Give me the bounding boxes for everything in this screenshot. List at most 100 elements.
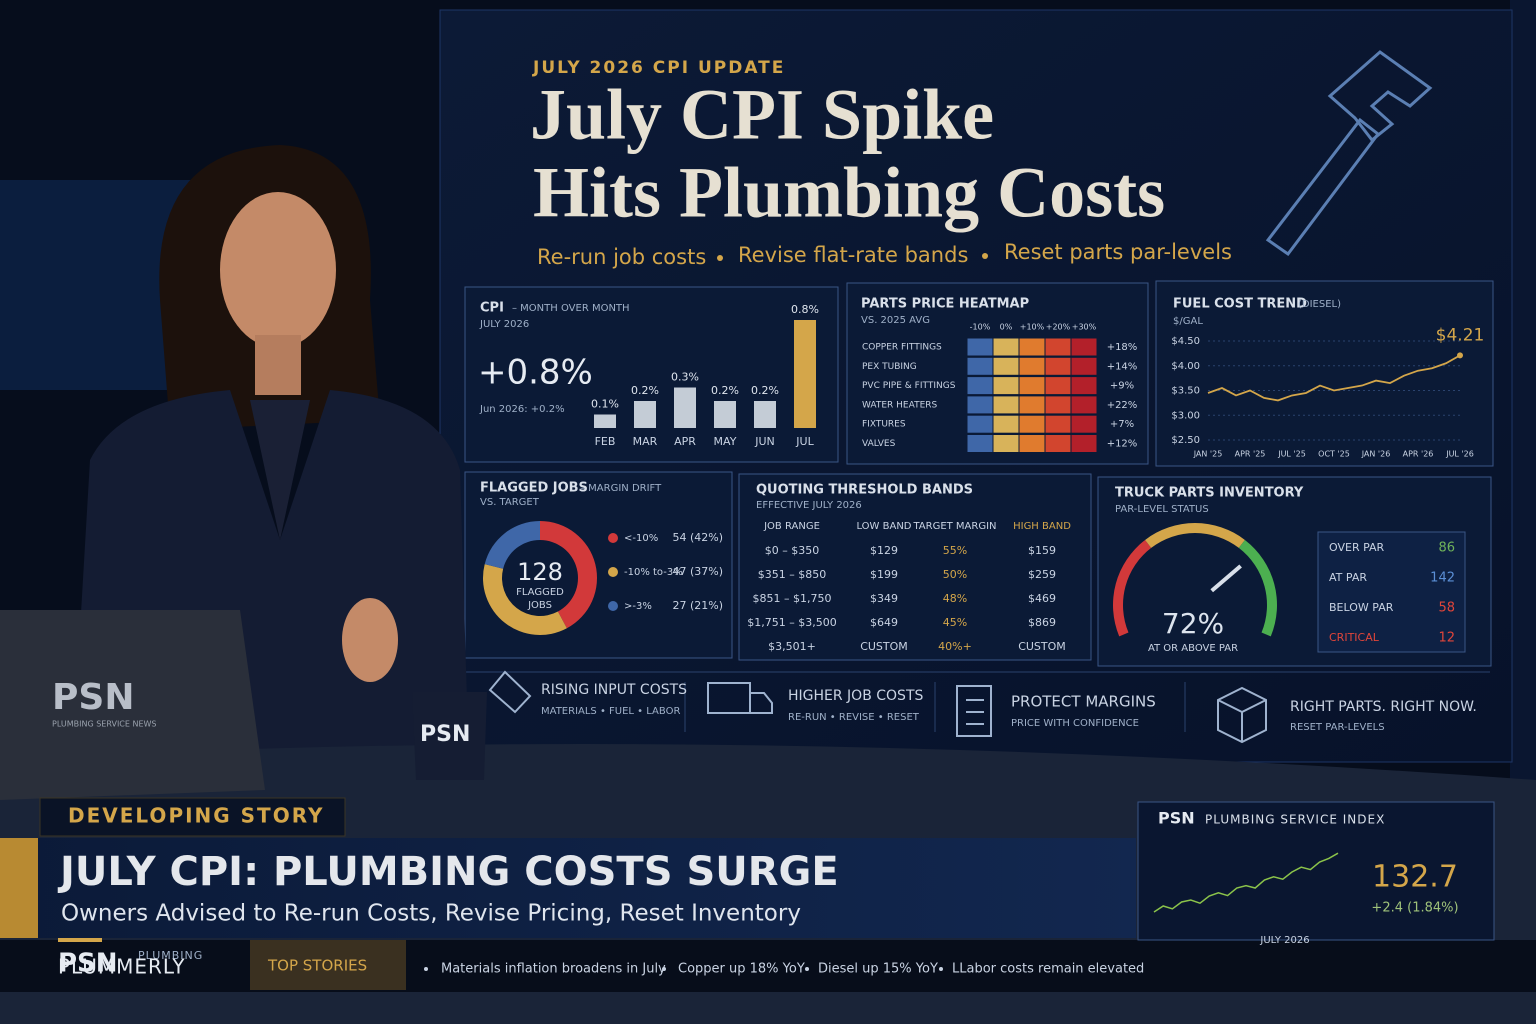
- table-cell: $159: [1028, 544, 1056, 557]
- table-cell: 40%+: [938, 640, 972, 653]
- fuel-line: [1207, 354, 1461, 402]
- heat-cell: [1070, 434, 1098, 453]
- logo-overlay: PLUMMERLY: [58, 955, 186, 979]
- bullet: [717, 255, 723, 261]
- heat-cell: [966, 395, 994, 415]
- table-cell: $349: [870, 592, 898, 605]
- title-line: Hits Plumbing Costs: [533, 153, 1165, 233]
- wrench-icon: [1265, 50, 1433, 257]
- bar: [634, 401, 656, 428]
- y-tick-label: $4.00: [1171, 361, 1200, 372]
- x-tick-label: APR '26: [1403, 450, 1434, 459]
- laptop-brand: PSN: [52, 677, 134, 718]
- column-label: +10%: [1020, 323, 1045, 332]
- column-header: HIGH BAND: [1013, 521, 1071, 532]
- heat-cell: [1070, 376, 1098, 396]
- mug: [412, 692, 487, 780]
- index-value: 132.7: [1372, 860, 1458, 895]
- column-label: +20%: [1046, 323, 1071, 332]
- heat-cell: [966, 414, 994, 434]
- heat-cell: [1018, 414, 1046, 434]
- neck: [255, 335, 301, 395]
- y-tick-label: $4.50: [1171, 336, 1200, 347]
- bullet: [939, 967, 943, 971]
- x-tick-label: JAN '26: [1361, 450, 1391, 459]
- panel: [464, 286, 839, 463]
- donut-total: 128: [517, 558, 563, 586]
- headline: JULY CPI: PLUMBING COSTS SURGE: [57, 849, 839, 895]
- panel-note: – MONTH OVER MONTH: [512, 303, 630, 314]
- row-label: PEX TUBING: [862, 362, 917, 372]
- ticker-label-box: [250, 940, 406, 990]
- donut-slice: [482, 564, 567, 635]
- feature-title: HIGHER JOB COSTS: [788, 688, 923, 704]
- ticker-label: TOP STORIES: [267, 957, 367, 975]
- panel-title: CPI: [480, 301, 504, 316]
- ticker-item: Diesel up 15% YoY: [818, 962, 938, 977]
- table-cell: $199: [870, 568, 898, 581]
- y-axis-label: $/GAL: [1173, 316, 1203, 327]
- row-label: FIXTURES: [862, 420, 906, 430]
- logo-sub: PLUMBING: [138, 949, 203, 962]
- table-cell: $1,751 – $3,500: [747, 616, 836, 629]
- heat-cell: [966, 434, 994, 453]
- panel-title: PARTS PRICE HEATMAP: [861, 297, 1029, 312]
- table-cell: $649: [870, 616, 898, 629]
- bar: [594, 414, 616, 428]
- box-icon: [1217, 686, 1267, 744]
- heat-cell: [1070, 395, 1098, 415]
- x-tick-label: APR: [674, 435, 696, 448]
- ticker-item: Materials inflation broadens in July: [441, 962, 666, 977]
- heat-cell: [992, 376, 1020, 396]
- heat-cell: [1044, 356, 1072, 376]
- legend-dot: [608, 601, 618, 611]
- heat-cell: [1044, 376, 1072, 396]
- legend-value: 27 (21%): [672, 599, 723, 612]
- panel: [738, 473, 1092, 661]
- subhead: Owners Advised to Re-run Costs, Revise P…: [61, 901, 801, 927]
- column-label: +30%: [1072, 323, 1097, 332]
- heat-cell: [1044, 395, 1072, 415]
- x-tick-label: MAR: [633, 435, 658, 448]
- value-label: 0.8%: [791, 303, 819, 316]
- donut-center-label-box: FLAGGED JOBS: [516, 587, 564, 611]
- heat-cell: [966, 356, 994, 376]
- y-tick-label: $3.00: [1171, 410, 1200, 421]
- action: Reset parts par-levels: [1004, 240, 1232, 264]
- laptop-sub: PLUMBING SERVICE NEWS: [52, 720, 157, 729]
- x-tick-label: OCT '25: [1318, 450, 1350, 459]
- panel-title: QUOTING THRESHOLD BANDS: [756, 483, 973, 498]
- panel-note: – MARGIN DRIFT: [580, 483, 662, 494]
- ticker-item: LLabor costs remain elevated: [952, 962, 1144, 977]
- end-dot: [1457, 352, 1463, 359]
- value-label: 0.2%: [751, 384, 779, 397]
- index-date: JULY 2026: [1259, 935, 1309, 946]
- index-title: PLUMBING SERVICE INDEX: [1205, 813, 1385, 827]
- x-tick-label: JUL: [795, 435, 814, 448]
- inventory-label: CRITICAL: [1329, 631, 1380, 644]
- hand: [342, 598, 398, 682]
- panel-note: (DIESEL): [1298, 299, 1341, 310]
- table-cell: 50%: [943, 568, 967, 581]
- legend-label: <-10%: [624, 533, 658, 544]
- inventory-value: 86: [1438, 541, 1455, 556]
- gauge-needle: [1210, 564, 1242, 593]
- heat-cell: [1018, 395, 1046, 415]
- legend-dot: [608, 567, 618, 577]
- inventory-box: [1317, 531, 1466, 653]
- feature-sub: RESET PAR-LEVELS: [1290, 722, 1385, 733]
- gauge-band: [1113, 539, 1152, 637]
- column-label: 0%: [1000, 323, 1013, 332]
- index-brand: PSN: [1158, 809, 1195, 828]
- panel-subtitle: JULY 2026: [479, 319, 529, 330]
- panel-title: FUEL COST TREND: [1173, 297, 1307, 312]
- ticker-items: Materials inflation broadens in July Cop…: [424, 962, 1144, 977]
- table-cell: $129: [870, 544, 898, 557]
- heat-cell: [992, 434, 1020, 453]
- heat-cell: [1070, 356, 1098, 376]
- table-cell: $259: [1028, 568, 1056, 581]
- gauge-value: 72%: [1162, 607, 1224, 640]
- table-cell: $869: [1028, 616, 1056, 629]
- gauge-band: [1145, 523, 1245, 548]
- bullet: [982, 253, 988, 259]
